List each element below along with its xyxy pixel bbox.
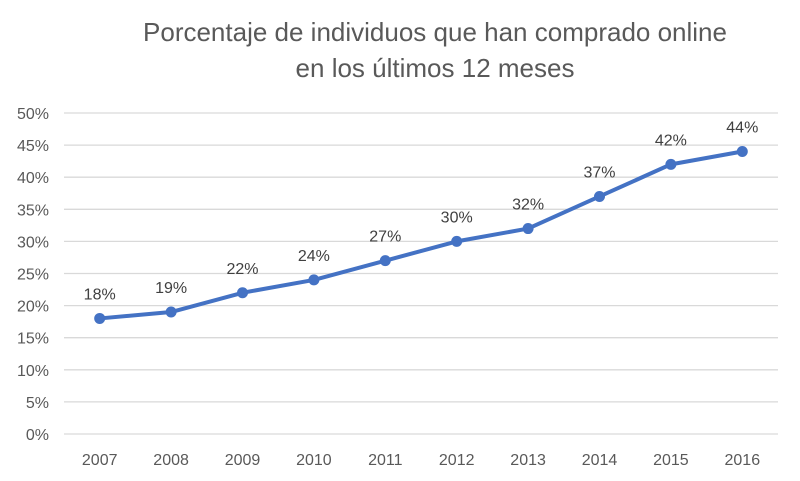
y-tick-label: 15% [17,331,49,348]
data-label: 18% [84,286,116,303]
chart-title-line-1: Porcentaje de individuos que han comprad… [143,17,727,47]
data-point [522,223,534,235]
y-tick-label: 35% [17,202,49,219]
data-labels: 18% 19% 22% 24% 27% 30% 32% 37% 42% 44% [84,120,759,304]
data-point [94,312,106,324]
data-point [165,306,177,318]
x-tick-label: 2012 [439,452,475,469]
series-line [94,146,748,324]
x-tick-label: 2007 [82,452,118,469]
data-point [594,190,605,202]
x-tick-label: 2008 [153,452,189,469]
y-tick-label: 30% [17,234,49,251]
x-tick-label: 2011 [368,452,403,469]
x-tick-label: 2009 [225,452,261,469]
data-point [451,235,463,247]
y-tick-label: 0% [26,427,49,444]
y-tick-label: 10% [17,363,49,380]
x-tick-label: 2014 [582,452,618,469]
x-tick-label: 2010 [296,452,332,469]
chart-title-line-2: en los últimos 12 meses [296,53,575,83]
gridlines [64,112,778,435]
data-label: 19% [155,280,187,297]
x-tick-label: 2015 [653,452,689,469]
x-tick-label: 2016 [725,452,761,469]
data-label: 22% [226,261,258,278]
data-point [736,146,748,158]
data-label: 37% [583,164,615,181]
y-tick-label: 25% [17,267,49,284]
data-label: 42% [655,132,687,149]
data-label: 24% [298,248,330,265]
data-point [237,287,248,299]
y-tick-label: 5% [26,395,49,412]
x-tick-label: 2013 [510,452,546,469]
series-line-path [99,149,743,321]
data-label: 44% [726,120,758,137]
y-tick-label: 20% [17,299,49,316]
x-axis-labels: 2007 2008 2009 2010 2011 2012 2013 2014 2015 2016 [82,452,760,469]
data-label: 30% [441,209,473,226]
y-tick-label: 50% [17,106,49,123]
y-axis-labels: 0% 5% 10% 15% 20% 25% 30% 35% 40% 45% 50% [17,106,49,444]
data-label: 32% [512,197,544,214]
data-point [665,158,677,170]
data-label: 27% [369,229,401,246]
y-tick-label: 45% [17,138,49,155]
data-point [308,274,320,286]
y-tick-label: 40% [17,170,49,187]
data-point [379,255,391,267]
